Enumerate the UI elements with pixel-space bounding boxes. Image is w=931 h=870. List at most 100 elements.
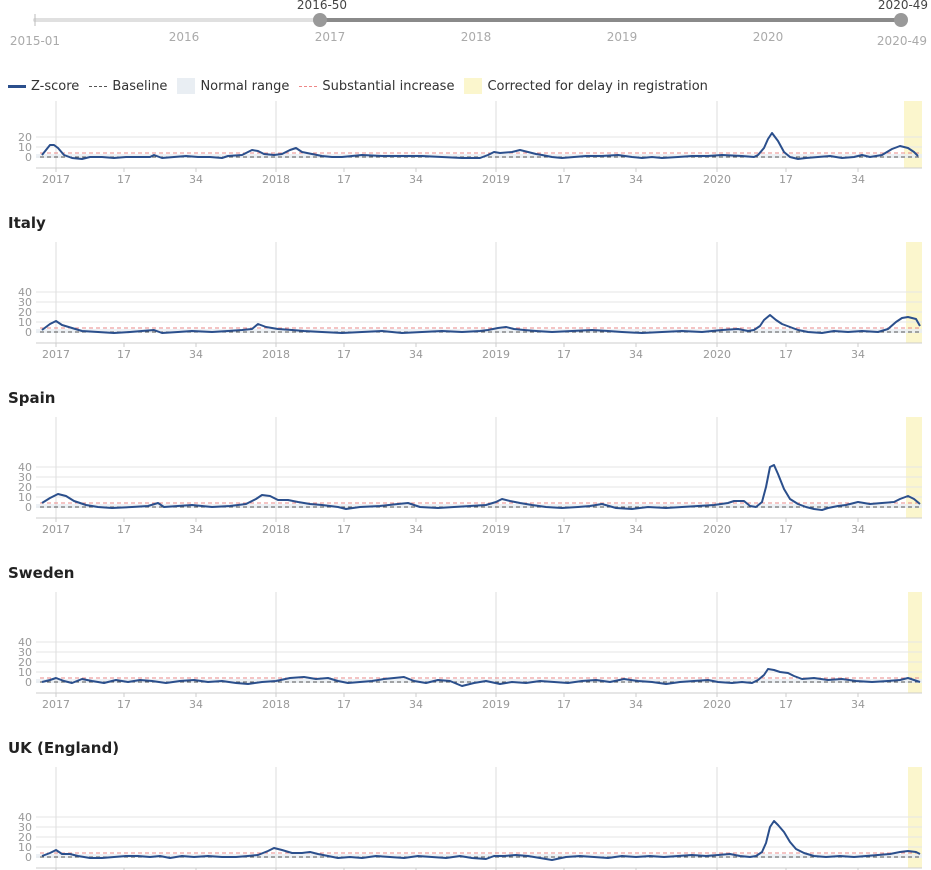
y-tick-label: 40: [18, 636, 32, 649]
x-tick-label: 17: [337, 523, 351, 536]
zscore-series-line[interactable]: [41, 314, 921, 334]
y-tick-label: 0: [25, 851, 32, 864]
x-tick-label: 34: [409, 523, 423, 536]
y-tick-label: 10: [18, 141, 32, 154]
x-tick-label: 17: [557, 523, 571, 536]
panel-title-uk: UK (England): [8, 739, 120, 757]
legend-item-baseline[interactable]: Baseline: [89, 79, 167, 94]
x-tick-label: 34: [629, 348, 643, 361]
y-tick-label: 40: [18, 461, 32, 474]
slider-end-label: 2020-49: [877, 34, 927, 48]
x-tick-label: 2020: [703, 173, 731, 186]
x-tick-label: 17: [117, 348, 131, 361]
x-tick-label: 17: [779, 523, 793, 536]
x-tick-label: 2017: [42, 698, 70, 711]
slider-handle-right-label: 2020-49: [878, 0, 928, 12]
x-tick-label: 17: [117, 698, 131, 711]
x-tick-label: 2017: [42, 173, 70, 186]
legend-label: Substantial increase: [322, 78, 455, 94]
x-tick-label: 2020: [703, 698, 731, 711]
legend-item-substantial-increase[interactable]: Substantial increase: [299, 79, 454, 94]
x-tick-label: 34: [851, 523, 865, 536]
slider-year-label: 2019: [607, 30, 638, 44]
y-tick-label: 20: [18, 131, 32, 144]
timeline-slider[interactable]: 2016-50 2020-49 2015-01 2020-49 2016 201…: [0, 0, 931, 60]
y-tick-label: 0: [25, 326, 32, 339]
panel-title-sweden: Sweden: [8, 564, 75, 582]
x-tick-label: 2018: [262, 698, 290, 711]
x-tick-label: 34: [409, 698, 423, 711]
x-tick-label: 2018: [262, 523, 290, 536]
corrected-delay-region: [904, 101, 922, 168]
zscore-series-line[interactable]: [41, 820, 921, 861]
normal-range-swatch: [177, 78, 196, 94]
y-tick-label: 30: [18, 821, 32, 834]
zscore-series-line[interactable]: [41, 668, 921, 687]
y-tick-label: 10: [18, 491, 32, 504]
y-tick-label: 30: [18, 646, 32, 659]
legend-label: Corrected for delay in registration: [487, 78, 708, 94]
y-tick-label: 10: [18, 316, 32, 329]
slider-handle-left[interactable]: [313, 13, 327, 27]
x-tick-label: 2017: [42, 348, 70, 361]
x-tick-label: 34: [851, 173, 865, 186]
x-tick-label: 2019: [482, 698, 510, 711]
x-tick-label: 17: [337, 698, 351, 711]
y-tick-label: 40: [18, 286, 32, 299]
x-tick-label: 2019: [482, 348, 510, 361]
x-tick-label: 34: [629, 173, 643, 186]
x-tick-label: 34: [629, 523, 643, 536]
y-tick-label: 30: [18, 471, 32, 484]
zscore-swatch: [8, 84, 26, 88]
x-tick-label: 2017: [42, 523, 70, 536]
x-tick-label: 34: [851, 348, 865, 361]
x-tick-label: 34: [189, 698, 203, 711]
slider-handle-right[interactable]: [894, 13, 908, 27]
y-tick-label: 10: [18, 841, 32, 854]
y-tick-label: 20: [18, 831, 32, 844]
slider-year-label: 2016: [169, 30, 200, 44]
zscore-series-line[interactable]: [41, 464, 921, 511]
x-tick-label: 17: [557, 173, 571, 186]
slider-handle-left-label: 2016-50: [297, 0, 347, 12]
substantial-increase-swatch: [299, 85, 318, 87]
legend-item-normal-range[interactable]: Normal range: [177, 78, 289, 94]
legend-label: Z-score: [31, 78, 80, 94]
slider-year-label: 2017: [315, 30, 346, 44]
zscore-series-line[interactable]: [41, 132, 919, 160]
y-tick-label: 40: [18, 811, 32, 824]
y-tick-label: 20: [18, 481, 32, 494]
normal-range-band: [36, 679, 922, 683]
x-tick-label: 34: [851, 698, 865, 711]
x-tick-label: 34: [629, 698, 643, 711]
chart-legend: Z-score Baseline Normal range Substantia…: [8, 76, 718, 96]
y-tick-label: 20: [18, 656, 32, 669]
legend-item-zscore[interactable]: Z-score: [8, 79, 79, 94]
legend-item-corrected[interactable]: Corrected for delay in registration: [464, 78, 708, 94]
slider-year-label: 2018: [461, 30, 492, 44]
slider-start-label: 2015-01: [10, 34, 60, 48]
x-tick-label: 34: [189, 523, 203, 536]
x-tick-label: 34: [409, 173, 423, 186]
x-tick-label: 17: [337, 173, 351, 186]
x-tick-label: 2019: [482, 523, 510, 536]
y-tick-label: 20: [18, 306, 32, 319]
x-tick-label: 34: [189, 173, 203, 186]
x-tick-label: 17: [117, 523, 131, 536]
x-tick-label: 17: [337, 348, 351, 361]
x-tick-label: 17: [557, 348, 571, 361]
normal-range-band: [36, 854, 922, 858]
baseline-swatch: [89, 85, 108, 87]
slider-year-label: 2020: [753, 30, 784, 44]
panel-title-italy: Italy: [8, 214, 46, 232]
y-tick-label: 0: [25, 501, 32, 514]
x-tick-label: 17: [557, 698, 571, 711]
x-tick-label: 34: [189, 348, 203, 361]
x-tick-label: 2020: [703, 348, 731, 361]
x-tick-label: 17: [779, 698, 793, 711]
